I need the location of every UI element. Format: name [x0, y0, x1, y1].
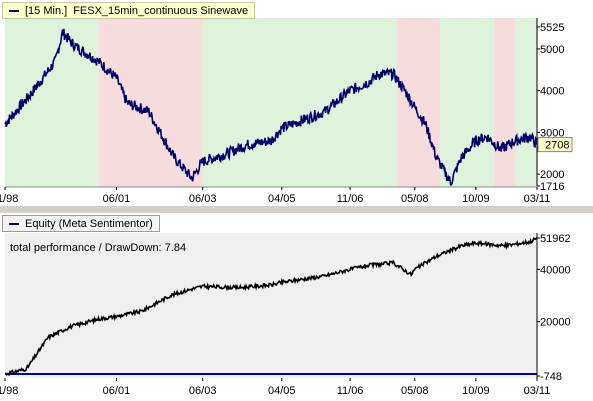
price-x-tick-label: 11/98 — [0, 193, 18, 205]
price-y-tick-label: 4000 — [540, 86, 564, 98]
panel-divider[interactable] — [0, 206, 593, 213]
equity-x-tick-label: 03/11 — [524, 385, 551, 397]
price-x-tick-label: 05/08 — [401, 193, 429, 205]
signal-zone-short — [493, 18, 516, 187]
price-x-tick-label: 06/01 — [103, 193, 131, 205]
equity-y-tick-label: 40000 — [540, 264, 571, 276]
signal-zone-long — [202, 18, 397, 187]
equity-x-tick-label: 10/09 — [462, 385, 490, 397]
last-price-label: 2708 — [545, 140, 569, 152]
equity-x-tick-label: 05/08 — [401, 385, 429, 397]
price-legend[interactable]: [15 Min.] FESX_15min_continuous Sinewave — [2, 2, 256, 19]
last-price-box-bg — [537, 137, 573, 153]
symbol-label: FESX_15min_continuous Sinewave — [73, 4, 249, 17]
interval-label: [15 Min.] — [25, 4, 68, 17]
equity-chart[interactable]: 51962 40000 20000 -748 11/98 06/01 06/03 04/05 1… — [0, 213, 593, 401]
price-y-tick-label: 1716 — [540, 181, 564, 193]
price-x-tick-label: 11/06 — [337, 193, 364, 205]
equity-legend-label: Equity (Meta Sentimentor) — [25, 217, 153, 230]
equity-x-tick-label: 06/01 — [103, 385, 131, 397]
price-x-tick-label: 03/11 — [524, 193, 551, 205]
price-y-tick-label: 2000 — [540, 169, 564, 181]
price-y-tick-label: 5525 — [540, 22, 564, 34]
price-x-tick-label: 04/05 — [268, 193, 296, 205]
price-x-tick-label: 06/03 — [189, 193, 217, 205]
equity-legend[interactable]: Equity (Meta Sentimentor) — [2, 215, 160, 232]
price-y-tick-label: 5000 — [540, 44, 564, 56]
signal-zone-long — [439, 18, 494, 187]
equity-x-tick-label: 11/06 — [337, 385, 364, 397]
price-line-swatch-icon — [9, 9, 19, 12]
signal-zone-short — [396, 18, 440, 187]
equity-x-tick-label: 06/03 — [189, 385, 217, 397]
price-x-tick-label: 10/09 — [462, 193, 490, 205]
signal-zone-long — [515, 18, 537, 187]
equity-line-swatch-icon — [9, 222, 19, 225]
equity-chart-panel: 51962 40000 20000 -748 11/98 06/01 06/03 04/05 1… — [0, 213, 593, 401]
equity-series-line — [4, 236, 538, 376]
performance-text: total performance / DrawDown: 7.84 — [10, 242, 187, 254]
equity-x-tick-label: 04/05 — [268, 385, 296, 397]
equity-y-tick-label: 20000 — [540, 317, 571, 329]
equity-plot-background — [5, 233, 537, 378]
price-y-tick-label: 3000 — [540, 127, 564, 139]
last-price-box: 2708 — [537, 137, 573, 153]
signal-zone-short — [98, 18, 203, 187]
equity-y-tick-label: -748 — [540, 371, 562, 383]
equity-y-tick-label: 51962 — [540, 233, 571, 245]
equity-x-tick-label: 11/98 — [0, 385, 18, 397]
price-series-line — [4, 28, 538, 186]
